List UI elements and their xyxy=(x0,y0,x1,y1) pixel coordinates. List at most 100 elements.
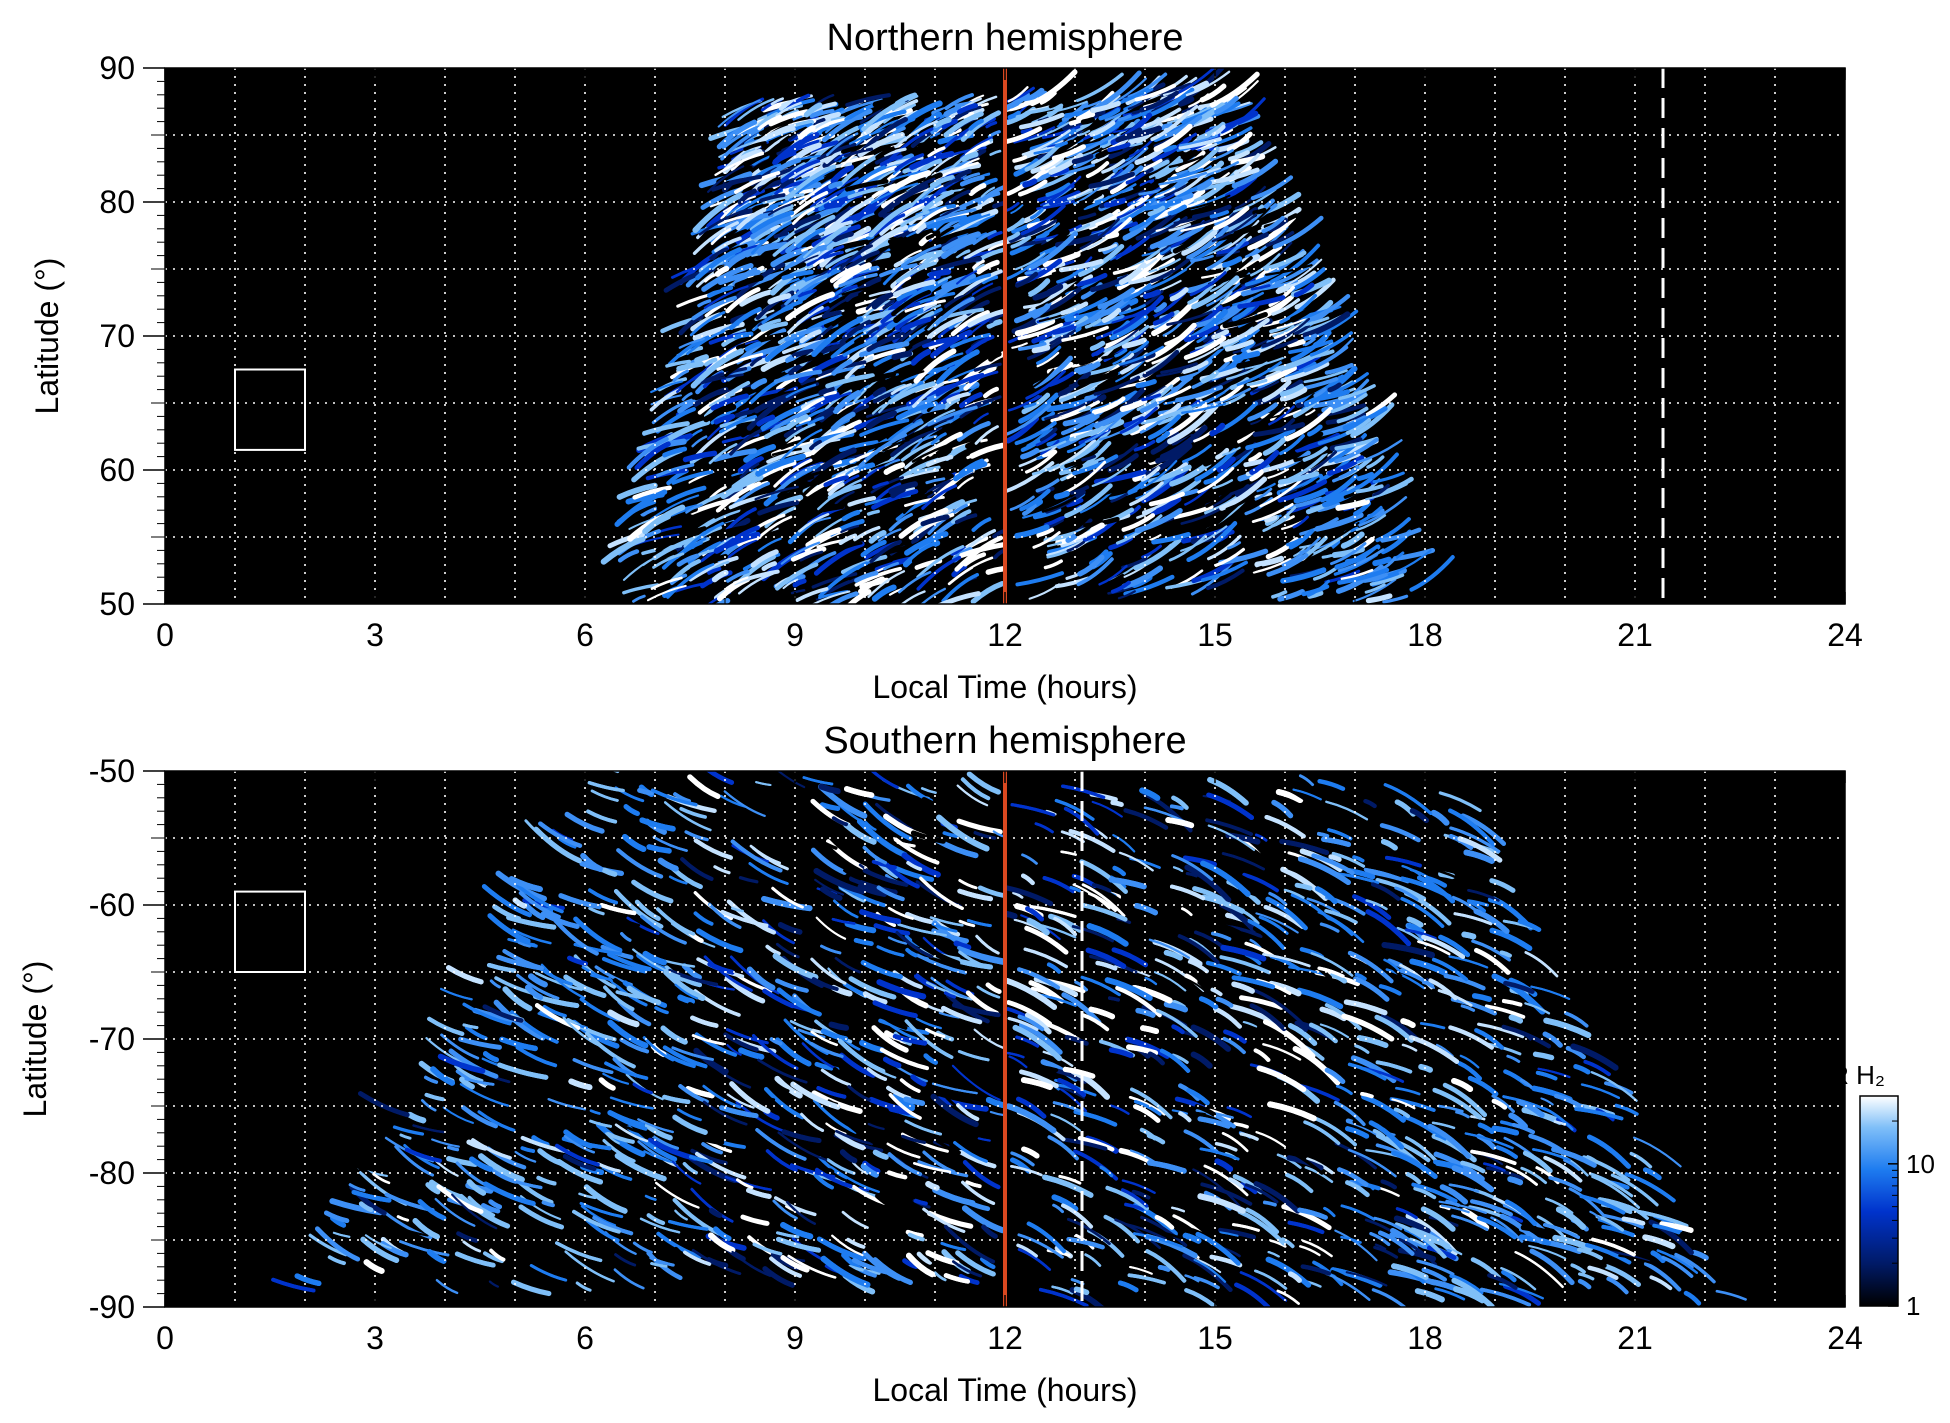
heatmap-stroke xyxy=(691,537,707,550)
heatmap-stroke xyxy=(843,869,862,881)
heatmap-stroke xyxy=(734,409,757,418)
heatmap-stroke xyxy=(830,411,856,432)
heatmap-stroke xyxy=(1023,402,1037,409)
heatmap-stroke xyxy=(1191,275,1240,310)
heatmap-stroke xyxy=(1637,1210,1689,1228)
heatmap-stroke xyxy=(1249,450,1280,475)
heatmap-stroke xyxy=(1150,496,1182,516)
heatmap-stroke xyxy=(723,790,766,817)
heatmap-stroke xyxy=(1270,243,1321,284)
heatmap-stroke xyxy=(1022,503,1037,516)
heatmap-stroke xyxy=(1303,345,1349,373)
heatmap-stroke xyxy=(1319,1023,1350,1039)
x-tick-label: 12 xyxy=(987,617,1023,653)
heatmap-stroke xyxy=(566,1018,617,1042)
heatmap-stroke xyxy=(615,915,641,927)
heatmap-stroke xyxy=(927,146,946,158)
heatmap-stroke xyxy=(1192,1168,1241,1207)
heatmap-stroke xyxy=(1313,387,1327,398)
heatmap-stroke xyxy=(681,392,693,402)
heatmap-stroke xyxy=(1201,142,1218,151)
heatmap-stroke xyxy=(914,138,934,153)
heatmap-stroke xyxy=(1176,351,1206,364)
heatmap-stroke xyxy=(602,1139,636,1163)
heatmap-stroke xyxy=(1085,415,1100,426)
heatmap-stroke xyxy=(1219,1231,1239,1237)
heatmap-stroke xyxy=(920,587,946,604)
heatmap-stroke xyxy=(689,311,726,337)
heatmap-stroke xyxy=(924,293,972,331)
heatmap-stroke xyxy=(878,382,918,414)
heatmap-stroke xyxy=(1337,567,1390,585)
heatmap-stroke xyxy=(860,122,879,137)
x-tick-label: 3 xyxy=(366,617,384,653)
heatmap-stroke xyxy=(1563,1158,1581,1171)
heatmap-stroke xyxy=(1064,309,1102,323)
heatmap-stroke xyxy=(1227,541,1242,550)
heatmap-stroke xyxy=(1172,221,1215,254)
heatmap-stroke xyxy=(981,1224,998,1239)
heatmap-stroke xyxy=(951,97,982,118)
heatmap-stroke xyxy=(1118,851,1154,872)
heatmap-stroke xyxy=(1129,1266,1153,1275)
heatmap-stroke xyxy=(1116,202,1146,219)
heatmap-stroke xyxy=(1180,525,1228,552)
heatmap-stroke xyxy=(1368,1120,1405,1150)
heatmap-stroke xyxy=(862,1160,881,1174)
heatmap-stroke xyxy=(1372,556,1392,567)
heatmap-stroke xyxy=(1030,208,1044,220)
heatmap-stroke xyxy=(573,916,623,953)
heatmap-stroke xyxy=(901,852,941,878)
heatmap-stroke xyxy=(724,358,752,377)
heatmap-stroke xyxy=(823,390,837,397)
heatmap-stroke xyxy=(1250,284,1271,291)
heatmap-stroke xyxy=(693,911,714,926)
heatmap-stroke xyxy=(1182,444,1212,464)
heatmap-stroke xyxy=(1381,942,1435,958)
heatmap-stroke xyxy=(1207,167,1260,185)
heatmap-stroke xyxy=(992,529,1006,539)
heatmap-stroke xyxy=(1091,401,1119,415)
heatmap-stroke xyxy=(1302,446,1328,462)
heatmap-stroke xyxy=(1280,567,1327,584)
heatmap-stroke xyxy=(925,454,954,467)
heatmap-stroke xyxy=(1296,987,1344,1010)
heatmap-stroke xyxy=(710,393,749,411)
heatmap-stroke xyxy=(713,1226,732,1241)
heatmap-stroke xyxy=(813,258,825,267)
heatmap-stroke xyxy=(1288,1089,1315,1112)
heatmap-stroke xyxy=(1205,960,1242,976)
heatmap-stroke xyxy=(1247,402,1279,422)
heatmap-stroke xyxy=(1156,223,1206,249)
heatmap-stroke xyxy=(844,920,877,934)
heatmap-stroke xyxy=(1340,531,1365,549)
heatmap-stroke xyxy=(458,1036,502,1050)
heatmap-stroke xyxy=(547,1052,581,1077)
heatmap-stroke xyxy=(704,357,718,367)
heatmap-stroke xyxy=(1275,270,1317,295)
heatmap-stroke xyxy=(1262,1043,1302,1061)
heatmap-stroke xyxy=(884,459,901,467)
heatmap-stroke xyxy=(1134,83,1177,102)
heatmap-stroke xyxy=(1265,230,1295,247)
heatmap-stroke xyxy=(772,228,816,257)
heatmap-stroke xyxy=(844,356,874,380)
heatmap-stroke xyxy=(1335,1084,1353,1096)
heatmap-stroke xyxy=(886,307,924,330)
heatmap-stroke xyxy=(973,412,989,425)
heatmap-stroke xyxy=(692,192,744,233)
heatmap-stroke xyxy=(1604,1264,1641,1287)
heatmap-stroke xyxy=(646,1250,683,1281)
heatmap-stroke xyxy=(1365,909,1412,947)
heatmap-stroke xyxy=(854,570,879,583)
heatmap-stroke xyxy=(784,326,823,342)
heatmap-stroke xyxy=(959,175,985,187)
heatmap-stroke xyxy=(1056,508,1074,517)
heatmap-stroke xyxy=(818,245,845,261)
heatmap-stroke xyxy=(685,428,703,442)
heatmap-stroke xyxy=(1004,292,1029,301)
heatmap-stroke xyxy=(1149,975,1176,985)
heatmap-stroke xyxy=(890,370,925,386)
heatmap-stroke xyxy=(1109,174,1136,195)
heatmap-stroke xyxy=(931,1082,978,1095)
